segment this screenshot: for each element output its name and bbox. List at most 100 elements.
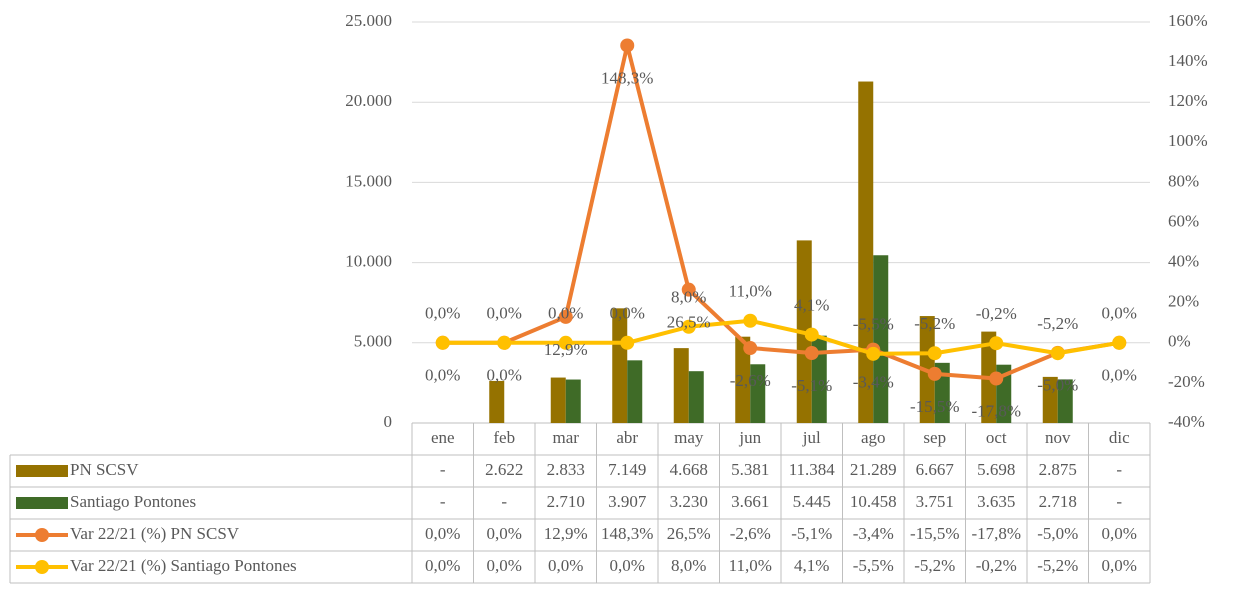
y2-tick-label: 160% [1168,11,1208,30]
table-cell: 3.751 [916,492,954,511]
marker [804,346,819,361]
bar [688,371,704,423]
line [442,318,1120,356]
legend-key [35,560,49,574]
table-cell: - [440,492,446,511]
data-label: -5,0% [1037,376,1078,395]
marker [743,341,758,356]
marker [927,346,942,361]
table-cell: 2.718 [1039,492,1077,511]
bar [489,380,505,423]
table-cell: 5.381 [731,460,769,479]
legend-label: Var 22/21 (%) PN SCSV [70,524,240,543]
table-cell: 4.668 [670,460,708,479]
table-cell: -2,6% [730,524,771,543]
table-cell: 0,0% [487,524,522,543]
data-label: 12,9% [544,340,588,359]
y-tick-label: 0 [384,412,393,431]
y2-tick-label: 0% [1168,332,1191,351]
data-label: -5,2% [1037,314,1078,333]
table-cell: -0,2% [976,556,1017,575]
line [442,43,1120,381]
data-label: 0,0% [487,366,522,385]
x-tick-label: ago [861,428,886,447]
data-label: -5,1% [791,376,832,395]
data-label: -15,5% [910,397,960,416]
data-label: -5,2% [914,314,955,333]
table-cell: 2.622 [485,460,523,479]
table-cell: - [440,460,446,479]
table-cell: -17,8% [971,524,1021,543]
table-cell: 0,0% [425,524,460,543]
table-cell: 5.445 [793,492,831,511]
data-label: 0,0% [425,304,460,323]
x-tick-label: nov [1045,428,1071,447]
y2-tick-label: 120% [1168,91,1208,110]
x-tick-label: jul [802,428,821,447]
table-cell: 3.907 [608,492,647,511]
legend-key [16,497,68,509]
y2-tick-label: 140% [1168,51,1208,70]
y-tick-label: 10.000 [345,252,392,271]
y-tick-label: 15.000 [345,171,392,190]
bar [873,255,889,423]
y2-tick-label: 40% [1168,252,1199,271]
marker [497,335,512,350]
data-label: 26,5% [667,313,711,332]
x-tick-label: oct [986,428,1007,447]
x-tick-label: jun [738,428,761,447]
legend-key [35,528,49,542]
y2-tick-label: 60% [1168,211,1199,230]
table-cell: -5,1% [791,524,832,543]
marker [558,335,573,350]
marker [558,309,573,324]
table-cell: 3.230 [670,492,708,511]
data-label: 0,0% [548,304,583,323]
bar [1042,376,1058,423]
bar [550,377,566,423]
table-cell: 0,0% [610,556,645,575]
data-label: 0,0% [425,366,460,385]
y2-tick-label: -20% [1168,372,1205,391]
table-cell: -5,2% [1037,556,1078,575]
bar [735,336,751,423]
y-tick-label: 5.000 [354,332,392,351]
marker [927,366,942,381]
marker [435,335,450,350]
table-cell: 0,0% [425,556,460,575]
marker [804,327,819,342]
data-label: 0,0% [610,304,645,323]
table-cell: 8,0% [671,556,706,575]
table-cell: -3,4% [853,524,894,543]
legend-label: PN SCSV [70,460,139,479]
table-cell: 3.635 [977,492,1015,511]
bar [612,308,628,423]
y2-tick-label: 100% [1168,131,1208,150]
marker [989,371,1004,386]
table-cell: 0,0% [1102,556,1137,575]
table-cell: 2.710 [547,492,585,511]
y2-tick-label: -40% [1168,412,1205,431]
data-label: 4,1% [794,295,829,314]
marker [1112,335,1127,350]
marker [681,319,696,334]
marker [743,313,758,328]
table-cell: 4,1% [794,556,829,575]
table-cell: 0,0% [1102,524,1137,543]
x-tick-label: feb [493,428,515,447]
x-tick-label: may [674,428,704,447]
bar [627,360,643,423]
table-cell: 11.384 [789,460,836,479]
table-cell: 2.875 [1039,460,1077,479]
table-cell: 0,0% [548,556,583,575]
data-label: -5,5% [853,315,894,334]
legend-label: Santiago Pontones [70,492,196,511]
data-label: -2,6% [730,371,771,390]
bar [1057,379,1073,423]
x-tick-label: abr [616,428,638,447]
table-cell: -15,5% [910,524,960,543]
table-cell: -5,5% [853,556,894,575]
table-cell: - [501,492,507,511]
table-cell: 12,9% [544,524,588,543]
bar [858,81,874,423]
